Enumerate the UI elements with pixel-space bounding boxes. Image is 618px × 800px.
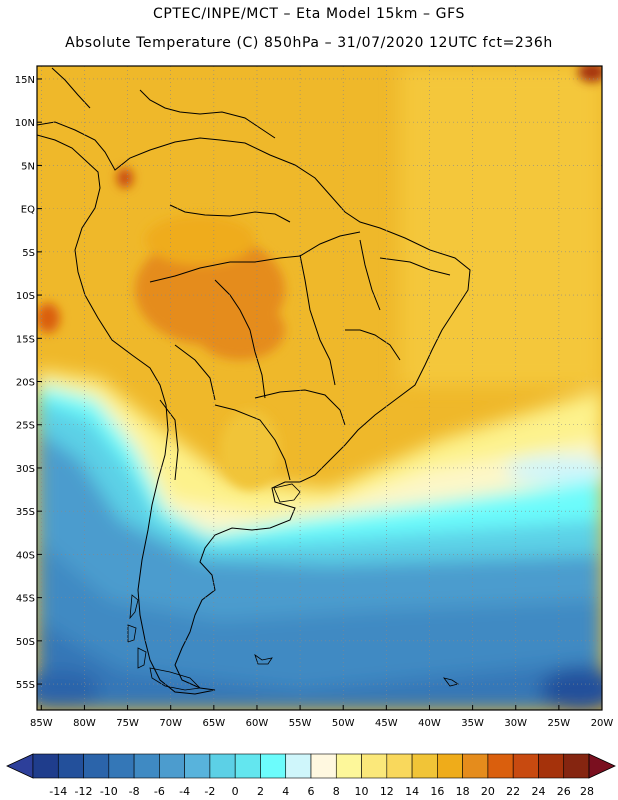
lat-tick-label: 15S — [16, 334, 35, 345]
colorbar-label: 26 — [557, 785, 571, 798]
colorbar-swatch — [335, 753, 362, 779]
lon-tick-label: 70W — [159, 718, 182, 729]
lon-tick-label: 20W — [591, 718, 614, 729]
colorbar-swatch — [512, 753, 539, 779]
lon-tick-label: 25W — [548, 718, 571, 729]
colorbar-swatch — [437, 753, 463, 779]
colorbar-label: -8 — [129, 785, 140, 798]
temperature-field — [37, 66, 602, 710]
colorbar-swatch — [411, 753, 438, 779]
lat-tick-label: 10S — [16, 291, 35, 302]
colorbar-label: -14 — [49, 785, 67, 798]
colorbar-swatch — [487, 753, 514, 779]
colorbar-label: 6 — [308, 785, 315, 798]
lat-tick-label: 25S — [16, 421, 35, 432]
lon-tick-label: 55W — [289, 718, 312, 729]
colorbar-label: 22 — [506, 785, 520, 798]
longitude-axis: 85W 80W 75W 70W 65W 60W 55W 50W 45W 40W 35W 30W 25W 2… — [30, 705, 613, 729]
title-line-2: Absolute Temperature (C) 850hPa – 31/07/… — [65, 35, 553, 51]
colorbar-label: -2 — [204, 785, 215, 798]
colorbar-swatch — [310, 753, 337, 779]
colorbar-swatch — [538, 753, 565, 779]
lat-tick-label: EQ — [21, 205, 35, 216]
title-line-1: CPTEC/INPE/MCT – Eta Model 15km – GFS — [152, 6, 466, 22]
colorbar-label: 4 — [282, 785, 289, 798]
colorbar-label: -6 — [154, 785, 165, 798]
lon-tick-label: 80W — [73, 718, 96, 729]
colorbar-label: -4 — [179, 785, 190, 798]
latitude-axis: 15N 10N 5N EQ 5S 10S 15S 20S 25S 30S 35S 40S 45S 50S 5… — [15, 75, 42, 691]
colorbar-label: 2 — [257, 785, 264, 798]
colorbar-swatch — [361, 753, 388, 779]
colorbar-swatch — [234, 753, 261, 779]
colorbar-label: 14 — [405, 785, 419, 798]
colorbar-swatch — [462, 753, 489, 779]
lat-tick-label: 10N — [15, 118, 35, 129]
colorbar-label: 20 — [481, 785, 495, 798]
colorbar-swatch — [108, 753, 135, 779]
colorbar-label: 28 — [580, 785, 594, 798]
lon-tick-label: 40W — [418, 718, 441, 729]
lon-tick-label: 60W — [246, 718, 269, 729]
lat-tick-label: 55S — [16, 680, 35, 691]
colorbar-label: 18 — [456, 785, 470, 798]
colorbar-swatch — [57, 753, 84, 779]
colorbar-label: 24 — [531, 785, 545, 798]
lon-tick-label: 35W — [461, 718, 484, 729]
lon-tick-label: 75W — [116, 718, 139, 729]
colorbar-label: 12 — [380, 785, 394, 798]
lon-tick-label: 45W — [375, 718, 398, 729]
colorbar-swatch — [563, 753, 590, 779]
lon-tick-label: 65W — [203, 718, 226, 729]
patagonia-islands — [127, 483, 459, 691]
lat-tick-label: 5S — [22, 248, 35, 259]
colorbar-label: 8 — [333, 785, 340, 798]
colorbar: -14 -12 -10 -8 -6 -4 -2 0 2 4 6 8 10 12 14 16 18 20 22 24 26… — [6, 753, 616, 798]
lat-tick-label: 30S — [16, 464, 35, 475]
colorbar-swatch — [386, 753, 413, 779]
lat-tick-label: 15N — [15, 75, 35, 86]
colorbar-low-arrow — [6, 753, 34, 779]
colorbar-swatch — [32, 753, 59, 779]
colorbar-label: 10 — [355, 785, 369, 798]
colorbar-swatch — [133, 753, 160, 779]
colorbar-swatch — [260, 753, 287, 779]
colorbar-swatch — [159, 753, 185, 779]
colorbar-label: -12 — [75, 785, 93, 798]
colorbar-swatch — [184, 753, 211, 779]
coastlines — [37, 67, 471, 695]
colorbar-label: 16 — [430, 785, 444, 798]
lat-tick-label: 40S — [16, 550, 35, 561]
lat-tick-label: 50S — [16, 637, 35, 648]
lat-tick-label: 5N — [21, 161, 35, 172]
colorbar-swatch — [209, 753, 236, 779]
lon-tick-label: 30W — [504, 718, 527, 729]
colorbar-high-arrow — [588, 753, 616, 779]
lon-tick-label: 85W — [30, 718, 53, 729]
colorbar-label: 0 — [232, 785, 239, 798]
lat-tick-label: 45S — [16, 594, 35, 605]
lat-tick-label: 35S — [16, 507, 35, 518]
colorbar-swatch — [285, 753, 312, 779]
lon-tick-label: 50W — [332, 718, 355, 729]
graticule — [37, 66, 603, 710]
colorbar-swatch — [83, 753, 110, 779]
map-frame — [36, 65, 603, 711]
lat-tick-label: 20S — [16, 378, 35, 389]
colorbar-label: -10 — [100, 785, 118, 798]
